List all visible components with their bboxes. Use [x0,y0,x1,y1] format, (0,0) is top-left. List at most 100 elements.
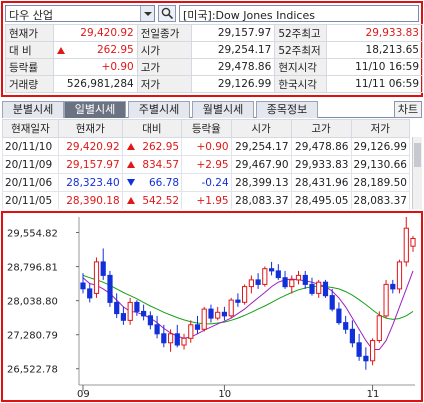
toolbar: 다우 산업 [미국]:Dow Jones Indices [5,5,419,23]
candle-body [221,311,228,317]
summary-value: 29,254.17 [190,41,276,59]
candle-body [410,238,416,247]
column-header[interactable]: 시가 [230,119,292,138]
chart-background [3,213,421,400]
high-cell: 29,933.83 [290,155,352,174]
candle-body [396,261,403,290]
summary-label: 한국시각 [274,75,328,93]
low-cell: 28,189.50 [350,173,410,192]
tab-1[interactable]: 분별시세 [2,101,64,118]
up-triangle-icon [56,47,65,54]
tab-2[interactable]: 일별시세 [64,101,126,118]
candle-body [336,308,342,324]
summary-value-text: 262.95 [96,44,134,56]
change-text: 262.95 [142,140,180,153]
summary-value-text: 29,157.97 [217,27,272,39]
candle-body [87,288,93,299]
tab-4[interactable]: 월별시세 [192,101,254,118]
candle-body [383,283,389,317]
summary-value: 18,213.65 [326,41,423,59]
scrollbar-thumb[interactable] [414,143,421,167]
candle-body [188,324,194,339]
summary-label: 대 비 [5,41,54,59]
moving-average-short-line [82,270,414,350]
market-combo[interactable]: 다우 산업 [5,5,155,22]
date-cell: 20/11/06 [2,173,59,192]
candle-body [120,313,127,321]
candle-body [370,340,376,362]
summary-value-text: +0.90 [101,61,134,73]
summary-label: 현지시각 [274,58,328,76]
summary-value: 11/11 06:59 [326,75,423,93]
candle-body [275,270,281,279]
column-header[interactable]: 등락율 [181,119,232,138]
high-cell: 28,431.96 [290,173,352,192]
candle-body [349,328,355,344]
open-cell: 29,254.17 [230,137,292,156]
candlestick-chart: 29,554.82 28,796.81 28,038.80 27,280.79 26,5… [3,213,421,400]
column-header[interactable]: 대비 [121,119,183,138]
candle-body [282,277,288,288]
candle-body [93,261,100,294]
rate-cell: +1.95 [181,191,232,209]
candle-body [100,261,106,276]
candle-body [181,337,187,346]
chevron-down-icon[interactable] [140,6,154,21]
candle-body [302,274,308,285]
candle-body [356,342,362,357]
change-cell: 262.95 [121,137,183,156]
candle-body [255,279,261,285]
change-text: 66.78 [149,176,180,189]
daily-quotes-grid: 현재일자 현재가 대비 등락율 시가 고가 저가 20/11/10 29,420.92 262.… [2,119,422,209]
summary-label: 현재가 [5,24,54,42]
moving-average-long-line [82,274,414,325]
summary-table: 현재가 29,420.92 전일종가 29,157.97 52주최고 29,933.83 대… [5,24,423,93]
change-cell: 542.52 [121,191,183,209]
summary-value: 29,126.99 [190,75,276,93]
column-header[interactable]: 현재일자 [2,119,59,138]
price-cell: 29,420.92 [57,137,123,156]
y-tick-label: 28,038.80 [7,297,58,308]
summary-label: 전일종가 [136,24,192,42]
high-cell: 29,478.86 [290,137,352,156]
candle-body [289,279,295,288]
table-row[interactable]: 20/11/10 29,420.92 262.95 +0.90 29,254.17 29,… [2,137,410,156]
low-cell: 29,126.99 [350,137,410,156]
candle-body [80,282,86,290]
summary-row: 현재가 29,420.92 전일종가 29,157.97 52주최고 29,933.83 [5,24,423,42]
summary-label: 52주최저 [274,41,328,59]
candle-body [322,281,329,297]
date-cell: 20/11/10 [2,137,59,156]
candle-body [174,333,180,346]
column-header[interactable]: 저가 [350,119,410,138]
vertical-scrollbar[interactable] [412,137,422,209]
price-cell: 29,157.97 [57,155,123,174]
down-triangle-icon [126,179,135,186]
tab-3[interactable]: 주별시세 [128,101,190,118]
index-name-field[interactable]: [미국]:Dow Jones Indices [179,5,419,22]
candle-body [215,311,221,319]
column-header[interactable]: 현재가 [57,119,123,138]
summary-value: 526,981,284 [52,75,138,93]
table-row[interactable]: 20/11/06 28,323.40 66.78 -0.24 28,399.13 28,4… [2,173,410,192]
candle-body [134,301,140,312]
summary-label: 등락률 [5,58,54,76]
column-header[interactable]: 고가 [290,119,352,138]
tab-5[interactable]: 종목정보 [256,101,318,118]
table-row[interactable]: 20/11/09 29,157.97 834.57 +2.95 29,467.90 29,… [2,155,410,174]
open-cell: 28,083.37 [230,191,292,209]
search-button[interactable] [158,5,176,22]
low-cell: 29,130.66 [350,155,410,174]
x-tick-label: 11 [367,389,380,400]
candle-body [114,301,120,315]
date-cell: 20/11/09 [2,155,59,174]
candle-body [141,310,147,317]
y-tick-label: 28,796.81 [7,263,58,274]
date-cell: 20/11/05 [2,191,59,209]
candle-body [208,308,214,319]
candle-body [147,315,154,326]
table-row[interactable]: 20/11/05 28,390.18 542.52 +1.95 28,083.37 28,… [2,191,410,209]
summary-value-text: 11/10 16:59 [355,61,419,73]
chart-button[interactable]: 차트 [394,101,422,118]
up-triangle-icon [126,161,135,168]
